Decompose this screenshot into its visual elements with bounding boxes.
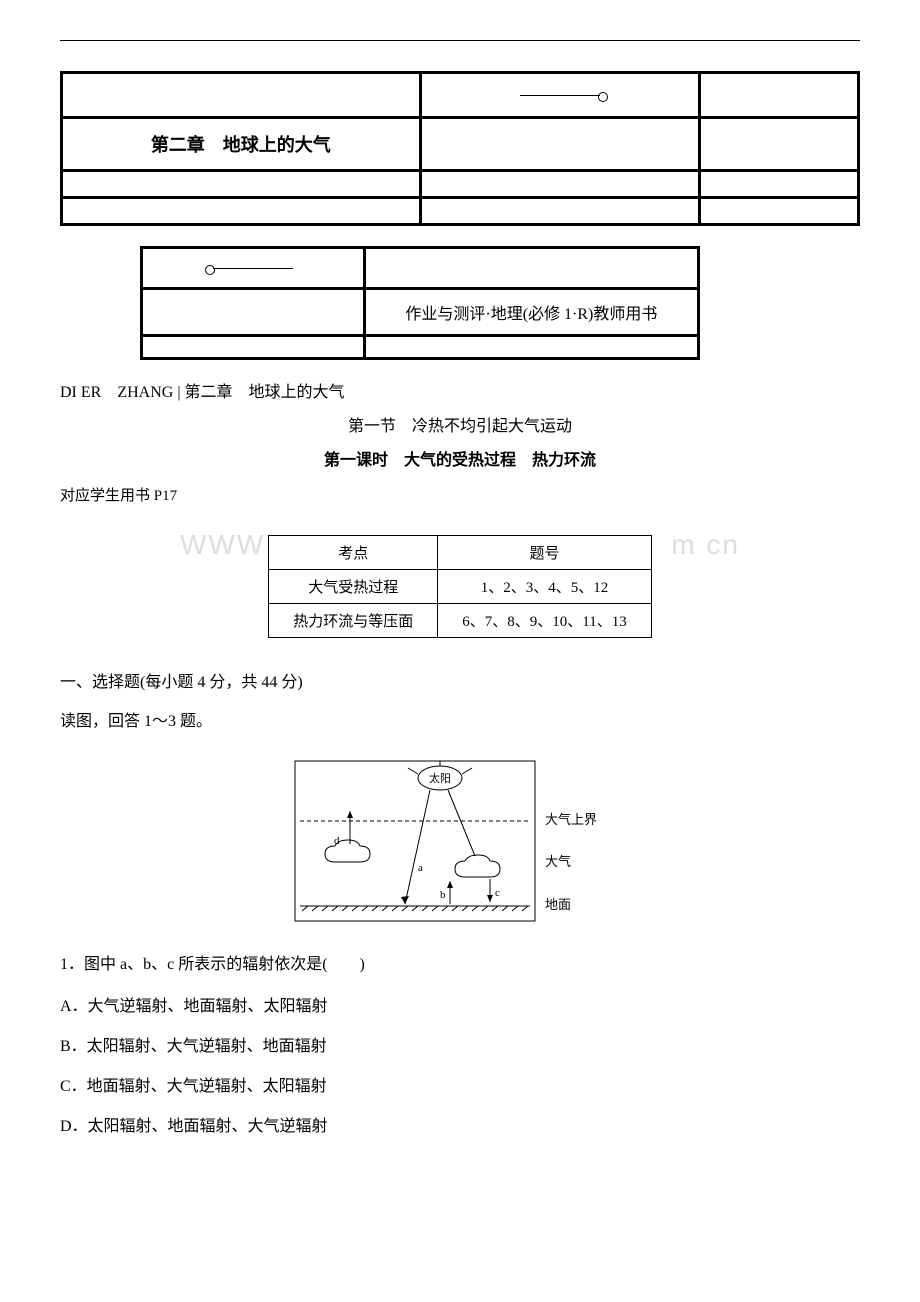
atm-label: 大气 (545, 854, 571, 869)
sub-header-table: 作业与测评·地理(必修 1·R)教师用书 (140, 246, 700, 360)
header-table: 第二章 地球上的大气 (60, 71, 860, 226)
page-top-rule (60, 40, 860, 41)
topic-table: 考点 题号 大气受热过程 1、2、3、4、5、12 热力环流与等压面 6、7、8… (268, 535, 651, 638)
ground-label: 地面 (545, 897, 571, 912)
question-intro: 读图，回答 1～3 题。 (60, 706, 860, 738)
header-cell-marker (420, 73, 699, 118)
sub-cell-empty-3 (142, 336, 365, 359)
header-cell-empty-2 (699, 73, 858, 118)
header-cell-empty-4 (699, 118, 858, 171)
q1-option-a: A．大气逆辐射、地面辐射、太阳辐射 (60, 991, 860, 1023)
pinyin-divider: | (177, 384, 184, 401)
upper-atm-label: 大气上界 (545, 812, 597, 827)
topic-cell-r1c2: 1、2、3、4、5、12 (438, 570, 651, 604)
topic-header-2: 题号 (438, 536, 651, 570)
line-circle-icon (520, 95, 600, 96)
header-cell-empty-5 (62, 171, 421, 198)
header-cell-empty-8 (62, 198, 421, 225)
sub-cell-empty-2 (142, 289, 365, 336)
header-cell-empty-7 (699, 171, 858, 198)
sub-cell-empty-4 (364, 336, 698, 359)
topic-cell-r2c1: 热力环流与等压面 (269, 604, 438, 638)
label-a: a (418, 862, 423, 874)
page-ref: 对应学生用书 P17 (60, 484, 860, 505)
sub-cell-empty-1 (364, 248, 698, 289)
label-b: b (440, 889, 446, 901)
topic-cell-r1c1: 大气受热过程 (269, 570, 438, 604)
pinyin-text: DI ER ZHANG (60, 384, 177, 401)
section-title: 第一节 冷热不均引起大气运动 (60, 412, 860, 436)
radiation-diagram: 太阳 大气上界 大气 (60, 756, 860, 931)
pinyin-cn: 第二章 地球上的大气 (185, 384, 345, 401)
topic-cell-r2c2: 6、7、8、9、10、11、13 (438, 604, 651, 638)
q1-option-d: D．太阳辐射、地面辐射、大气逆辐射 (60, 1111, 860, 1143)
line-circle-left-icon (213, 268, 293, 269)
radiation-diagram-svg: 太阳 大气上界 大气 (290, 756, 630, 926)
booklet-cell: 作业与测评·地理(必修 1·R)教师用书 (364, 289, 698, 336)
label-d: d (334, 835, 340, 847)
topic-header-1: 考点 (269, 536, 438, 570)
watermark-left: WWW (180, 529, 265, 561)
label-c: c (495, 887, 500, 899)
chapter-title-cell: 第二章 地球上的大气 (62, 118, 421, 171)
watermark-right: m cn (671, 529, 740, 561)
pinyin-line: DI ER ZHANG | 第二章 地球上的大气 (60, 378, 860, 402)
header-cell-empty-3 (420, 118, 699, 171)
lesson-title: 第一课时 大气的受热过程 热力环流 (60, 446, 860, 470)
question-heading: 一、选择题(每小题 4 分，共 44 分) (60, 668, 860, 692)
header-cell-empty-9 (420, 198, 699, 225)
header-cell-empty-6 (420, 171, 699, 198)
q1-stem: 1．图中 a、b、c 所表示的辐射依次是( ) (60, 949, 860, 981)
q1-option-c: C．地面辐射、大气逆辐射、太阳辐射 (60, 1071, 860, 1103)
header-cell-empty-10 (699, 198, 858, 225)
header-cell-empty-1 (62, 73, 421, 118)
sub-cell-marker (142, 248, 365, 289)
sun-label: 太阳 (429, 772, 451, 785)
q1-option-b: B．太阳辐射、大气逆辐射、地面辐射 (60, 1031, 860, 1063)
